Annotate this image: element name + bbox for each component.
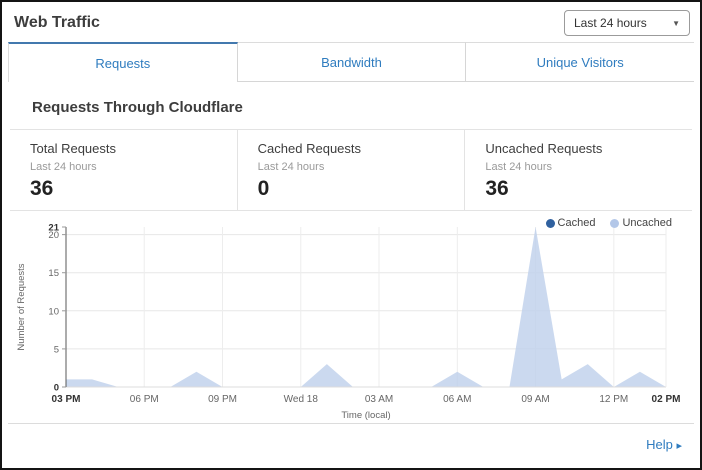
svg-text:06 AM: 06 AM [443,394,471,405]
uncached-dot-icon [610,218,620,228]
svg-text:5: 5 [54,344,59,355]
legend-item-uncached: Uncached [610,217,672,229]
legend-cached-label: Cached [557,217,596,229]
svg-text:02 PM: 02 PM [652,394,681,405]
svg-text:09 AM: 09 AM [521,394,549,405]
chart-legend: Cached Uncached [545,217,672,229]
stat-label: Cached Requests [257,141,362,156]
tab-requests-label: Requests [95,55,151,71]
tab-unique-visitors[interactable]: Unique Visitors [466,42,695,82]
legend-item-cached: Cached [545,217,596,229]
help-arrow-icon: ▸ [676,440,682,452]
cached-dot-icon [545,218,555,228]
time-range-select[interactable]: Last 24 hours ▼ [564,10,690,36]
help-link[interactable]: Help ▸ [646,437,682,452]
tab-bandwidth[interactable]: Bandwidth [237,42,467,82]
svg-text:09 PM: 09 PM [208,394,237,405]
stat-label: Total Requests [30,141,116,156]
svg-text:Number of Requests: Number of Requests [16,263,27,350]
svg-text:Time (local): Time (local) [341,410,390,421]
stats-row: Total Requests Last 24 hours 36 Cached R… [10,129,692,211]
svg-text:Wed 18: Wed 18 [284,394,319,405]
tab-bandwidth-label: Bandwidth [321,54,382,70]
stat-sublabel: Last 24 hours [257,161,325,173]
stat-value: 36 [485,177,509,200]
stat-value: 36 [30,177,54,200]
svg-text:03 PM: 03 PM [52,394,81,405]
svg-text:12 PM: 12 PM [599,394,628,405]
panel-header: Web Traffic Last 24 hours ▼ [8,2,694,42]
legend-uncached-label: Uncached [622,217,672,229]
panel-footer: Help ▸ [8,423,694,466]
stat-total-requests: Total Requests Last 24 hours 36 [10,130,238,210]
time-range-value: Last 24 hours [574,16,647,30]
section-heading: Requests Through Cloudflare [32,99,243,116]
tab-unique-visitors-label: Unique Visitors [536,54,624,70]
stat-cached-requests: Cached Requests Last 24 hours 0 [238,130,466,210]
svg-text:0: 0 [54,383,59,394]
help-label: Help [646,437,673,452]
chevron-down-icon: ▼ [672,18,680,28]
tab-requests[interactable]: Requests [8,42,238,82]
stat-label: Uncached Requests [485,141,603,156]
stat-value: 0 [257,177,270,200]
page-title: Web Traffic [14,14,100,31]
svg-text:10: 10 [48,306,59,317]
svg-text:21: 21 [48,223,59,234]
stat-sublabel: Last 24 hours [30,161,97,173]
svg-text:03 AM: 03 AM [365,394,393,405]
stat-uncached-requests: Uncached Requests Last 24 hours 36 [465,130,692,210]
stat-sublabel: Last 24 hours [485,161,552,173]
requests-chart-block: Cached Uncached 0 5 10 15 20 21 03 PM 06 PM 09 P… [8,211,694,432]
tab-bar: Requests Bandwidth Unique Visitors [8,42,695,82]
svg-text:15: 15 [48,268,59,279]
svg-text:20: 20 [48,230,59,241]
svg-text:06 PM: 06 PM [130,394,159,405]
